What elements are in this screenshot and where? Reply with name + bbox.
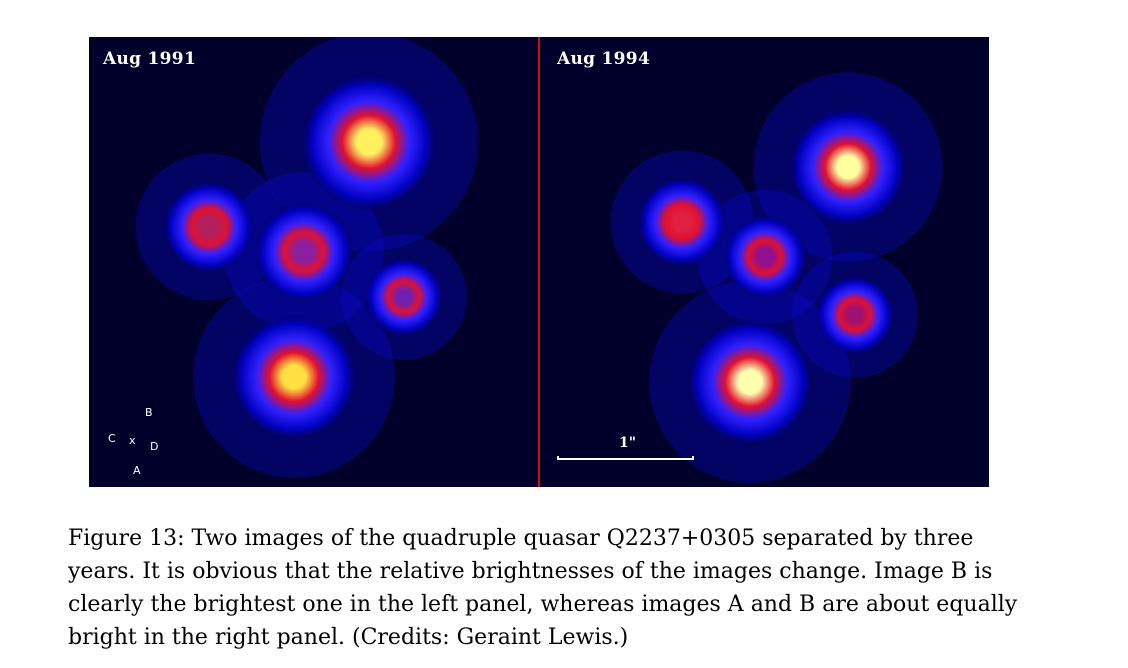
panel-divider: [538, 37, 540, 487]
quasar-image-blob: [814, 274, 896, 356]
panel-aug-1994: Aug 1994 1": [540, 37, 989, 487]
quasar-image-blob: [363, 256, 445, 338]
quasar-figure: Aug 1991 B C x D A Aug 1994 1": [89, 37, 989, 487]
legend-letter-x: x: [129, 434, 136, 447]
quasar-image-1994: [610, 72, 943, 483]
quasar-image-blob: [252, 200, 356, 304]
legend-letter-d: D: [150, 440, 159, 453]
scale-label: 1": [619, 435, 637, 451]
quasar-image-blob: [721, 213, 809, 301]
legend-letter-c: C: [108, 432, 116, 445]
figure-caption: Figure 13: Two images of the quadruple q…: [68, 526, 1018, 650]
quasar-image-blob: [229, 312, 359, 442]
quasar-image-blob: [787, 106, 909, 228]
scale-bar: [557, 456, 694, 460]
quasar-image-blob: [636, 176, 728, 268]
quasar-image-blob: [161, 179, 257, 275]
panel-label-1994: Aug 1994: [557, 49, 651, 69]
legend-letter-a: A: [133, 464, 141, 477]
legend-letter-b: B: [145, 406, 153, 419]
quasar-image-blob: [685, 317, 815, 447]
quasar-image-1991: [135, 37, 479, 478]
panel-aug-1991: Aug 1991 B C x D A: [89, 37, 538, 487]
quasar-image-blob: [298, 71, 440, 213]
panel-label-1991: Aug 1991: [103, 49, 197, 69]
